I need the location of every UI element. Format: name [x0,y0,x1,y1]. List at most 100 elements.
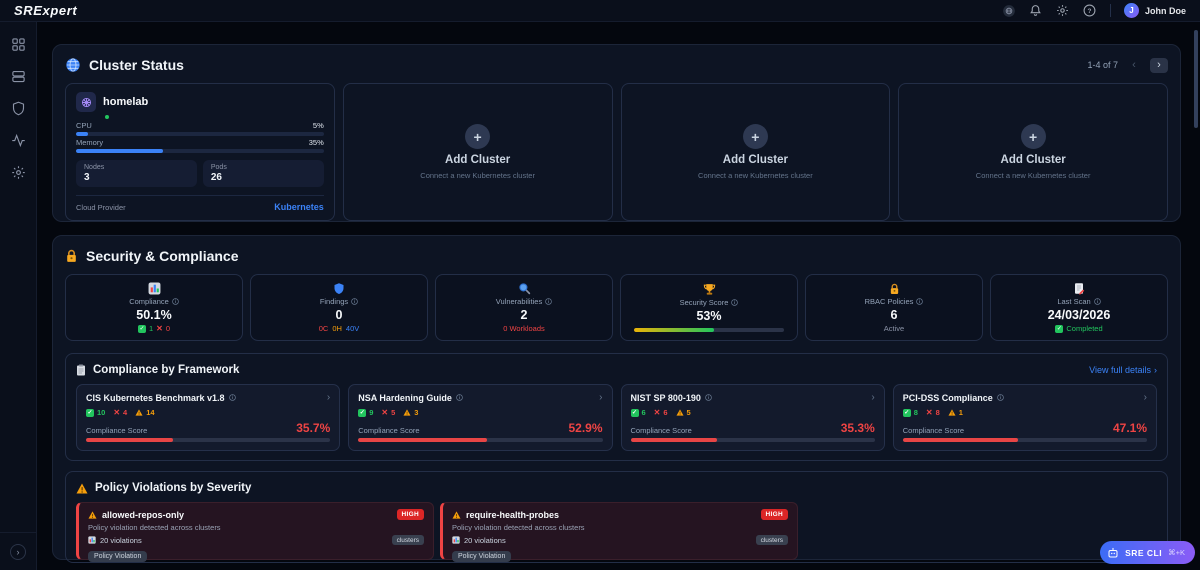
chevron-right-icon[interactable] [327,392,330,403]
cloud-provider-label: Cloud Provider [76,202,126,212]
chevron-right-icon[interactable] [871,392,874,403]
violation-tag: Policy Violation [88,551,148,562]
view-full-details-link[interactable]: View full details [1089,365,1157,375]
severity-badge: HIGH [760,509,788,520]
padlock-icon [889,283,900,295]
stat-value: 24/03/2026 [1047,308,1111,322]
globe-icon[interactable] [1002,4,1016,18]
sidebar-item-settings[interactable] [10,164,26,180]
info-icon[interactable] [545,298,552,305]
cluster-card-homelab[interactable]: homelab CPU 5% Memory 35% Nodes [65,83,335,221]
settings-gear-icon[interactable] [1056,4,1070,18]
score-bar [630,438,875,442]
pods-value: 26 [210,172,222,183]
chevron-right-icon[interactable] [599,392,602,403]
stat-card-security-score: Security Score 53% [620,274,798,341]
stat-card-findings: Findings 0 0C 0H 40V [250,274,428,341]
high-count: 0H [332,324,342,333]
help-icon[interactable]: ? [1083,4,1097,18]
add-cluster-card[interactable]: Add Cluster Connect a new Kubernetes clu… [898,83,1168,221]
sidebar-item-clusters[interactable] [10,68,26,84]
violation-tag: Policy Violation [452,551,512,562]
add-cluster-title: Add Cluster [445,154,511,166]
info-icon[interactable] [172,298,179,305]
user-menu[interactable]: J John Doe [1123,3,1186,18]
stat-label: Security Score [679,298,729,307]
frameworks-title: Compliance by Framework [93,364,240,376]
violations-panel: Policy Violations by Severity allowed-re… [65,471,1168,563]
info-icon[interactable] [997,394,1004,401]
warning-icon [135,409,143,416]
stat-label: Vulnerabilities [495,297,543,306]
cross-icon [381,408,388,417]
info-icon[interactable] [731,299,739,306]
chevron-right-icon[interactable] [1144,392,1147,403]
stat-value: 53% [696,309,722,323]
warning-icon [88,510,97,519]
info-icon[interactable] [705,394,712,401]
pagination-next-button[interactable] [1150,57,1168,73]
stat-card-compliance: Compliance 50.1% 1 0 [65,274,243,341]
framework-card-nsa[interactable]: NSA Hardening Guide 9 5 3 Compliance Sco… [348,384,613,451]
nodes-value: 3 [84,172,90,183]
check-icon [358,408,367,417]
framework-card-pcidss[interactable]: PCI-DSS Compliance 8 8 1 Compliance Scor… [892,384,1157,451]
sre-cli-button[interactable]: SRE CLI ⌘+K [1100,541,1195,564]
clipboard-icon [76,364,86,376]
stat-label: Findings [319,297,349,306]
nodes-stat-box: Nodes 3 [76,160,197,187]
scrollbar-thumb[interactable] [1194,30,1198,128]
check-icon [630,408,639,417]
stat-label: Last Scan [1057,297,1091,306]
info-icon[interactable] [228,394,236,401]
pass-count: 1 [148,324,154,333]
workloads-count: 0 Workloads [503,324,545,333]
user-name: John Doe [1144,5,1186,16]
score-bar [86,438,331,442]
stat-card-rbac: RBAC Policies 6 Active [805,274,983,341]
memo-icon [1073,282,1085,295]
security-title: Security & Compliance [86,248,239,264]
avatar: J [1123,3,1139,18]
cpu-value: 5% [312,121,324,130]
warning-icon [676,409,684,416]
add-cluster-subtitle: Connect a new Kubernetes cluster [975,171,1091,180]
memory-value: 35% [308,138,324,147]
warning-icon [403,409,411,416]
info-icon[interactable] [351,298,358,305]
info-icon[interactable] [1093,298,1101,305]
cross-icon [113,408,120,417]
score-label: Compliance Score [358,426,420,435]
cloud-provider-value[interactable]: Kubernetes [274,202,324,212]
robot-icon [1107,547,1119,559]
sidebar-item-activity[interactable] [10,132,26,148]
divider [1109,4,1111,17]
violation-card-allowed-repos-only[interactable]: allowed-repos-only HIGH Policy violation… [76,502,434,562]
notifications-bell-icon[interactable] [1029,4,1043,18]
critical-count: 0C [318,324,329,333]
stat-value: 2 [520,308,528,322]
framework-card-cis[interactable]: CIS Kubernetes Benchmark v1.8 10 4 14 Co… [76,384,341,451]
info-icon[interactable] [456,394,463,401]
stat-card-vulnerabilities: Vulnerabilities 2 0 Workloads [435,274,613,341]
security-compliance-panel: Security & Compliance Compliance 50.1% 1… [52,235,1181,563]
sidebar-item-security[interactable] [10,100,26,116]
add-cluster-card[interactable]: Add Cluster Connect a new Kubernetes clu… [342,83,613,221]
violation-card-require-health-probes[interactable]: require-health-probes HIGH Policy violat… [440,502,798,562]
warning-icon [452,510,461,519]
sidebar-item-dashboard[interactable] [10,36,26,52]
score-value: 35.7% [296,421,331,435]
framework-card-nist[interactable]: NIST SP 800-190 6 6 5 Compliance Score 3… [620,384,885,451]
score-label: Compliance Score [86,426,148,435]
sidebar-expand-button[interactable] [10,543,26,560]
pagination-prev-button[interactable] [1125,58,1143,73]
framework-title: PCI-DSS Compliance [902,392,993,403]
memory-bar [76,149,324,153]
info-icon[interactable] [916,297,924,305]
stat-value: 0 [335,308,343,322]
add-cluster-card[interactable]: Add Cluster Connect a new Kubernetes clu… [620,83,891,221]
globe-blue-icon [65,57,81,73]
cross-icon [156,324,163,333]
cluster-status-title: Cluster Status [89,57,184,73]
warning-icon [76,483,88,494]
